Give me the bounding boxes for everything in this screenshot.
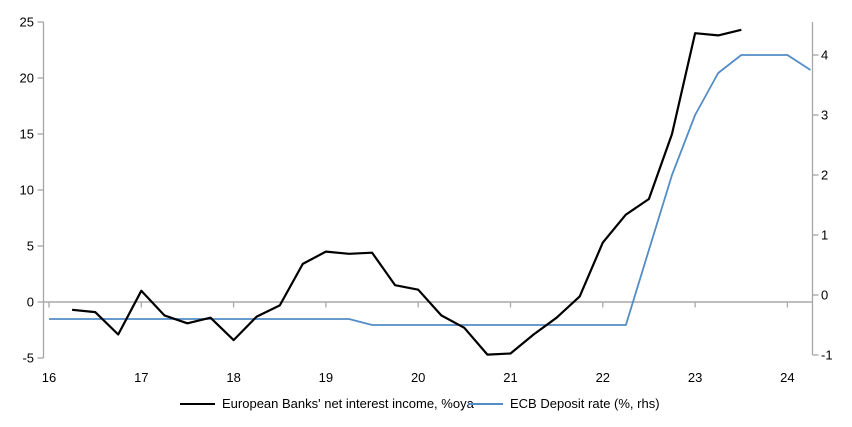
left-axis-tick-label: 5 — [27, 239, 34, 254]
legend-item-ecb-deposit-rate: ECB Deposit rate (%, rhs) — [468, 396, 660, 411]
net-interest-income-line — [71, 28, 742, 356]
x-axis-tick-label: 19 — [319, 370, 333, 385]
ecb-deposit-rate-line — [49, 54, 811, 326]
series-lines-group — [49, 28, 811, 356]
x-axis-tick-label: 17 — [134, 370, 148, 385]
x-axis-tick-label: 22 — [596, 370, 610, 385]
x-axis-tick-label: 24 — [780, 370, 794, 385]
legend-label-ecb-deposit-rate: ECB Deposit rate (%, rhs) — [510, 396, 660, 411]
left-axis-tick-label: -5 — [22, 351, 34, 366]
right-axis-tick-label: 3 — [821, 108, 828, 123]
right-axis-tick-label: 4 — [821, 48, 828, 63]
x-axis-tick-label: 18 — [226, 370, 240, 385]
left-axis-tick-label: 10 — [20, 183, 34, 198]
x-axis-tick-label: 23 — [688, 370, 702, 385]
x-axis-tick-label: 21 — [503, 370, 517, 385]
right-axis-tick-label: 1 — [821, 228, 828, 243]
right-axis-tick-label: 0 — [821, 288, 828, 303]
left-axis-tick-label: 0 — [27, 295, 34, 310]
legend-label-net-interest-income: European Banks' net interest income, %oy… — [222, 396, 474, 411]
x-axis-tick-label: 16 — [42, 370, 56, 385]
left-axis-tick-label: 25 — [20, 15, 34, 30]
axes-group — [37, 21, 819, 359]
x-axis-tick-label: 20 — [411, 370, 425, 385]
legend-item-net-interest-income: European Banks' net interest income, %oy… — [180, 396, 474, 411]
legend-line-swatch-black — [180, 402, 215, 405]
legend-line-swatch-blue — [468, 402, 503, 405]
left-axis-tick-label: 15 — [20, 127, 34, 142]
left-axis-tick-label: 20 — [20, 71, 34, 86]
right-axis-tick-label: -1 — [821, 348, 833, 363]
right-axis-tick-label: 2 — [821, 168, 828, 183]
